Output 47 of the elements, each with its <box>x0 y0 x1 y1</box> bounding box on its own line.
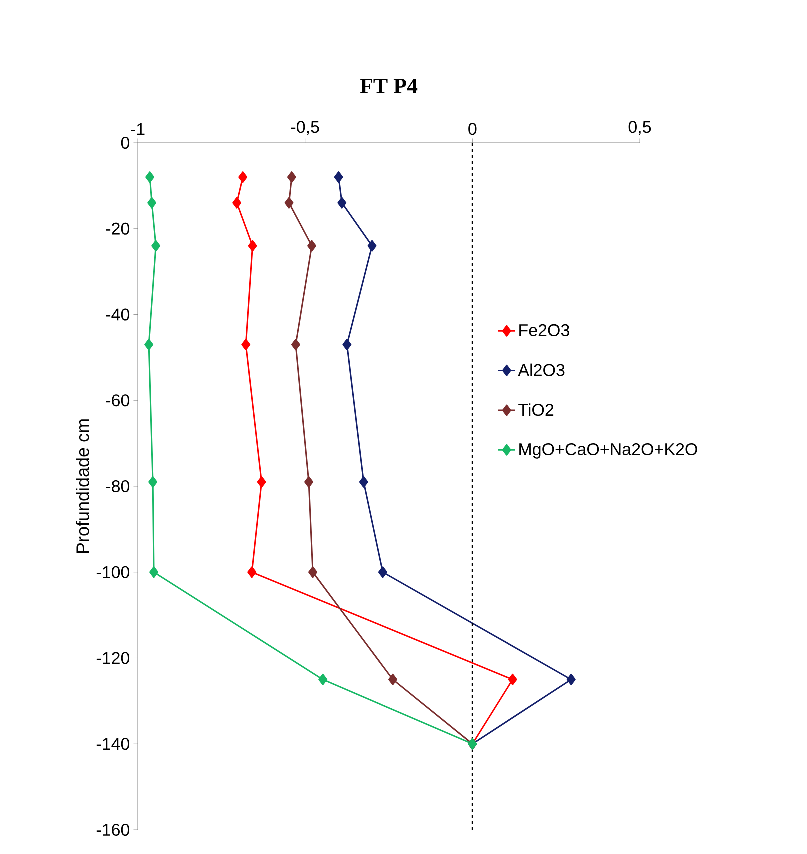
point <box>257 476 266 488</box>
point <box>308 566 318 578</box>
y-tick-label: -40 <box>106 308 130 321</box>
point <box>359 476 368 488</box>
x-tick-label: -1 <box>131 123 145 136</box>
y-tick-label: -80 <box>106 480 130 493</box>
point <box>378 566 388 578</box>
point <box>144 339 154 351</box>
legend-label: Fe2O3 <box>520 324 570 336</box>
y-tick-label: -140 <box>96 738 130 750</box>
point <box>368 240 377 252</box>
point <box>248 240 258 252</box>
point <box>388 674 398 686</box>
y-tick-label: -60 <box>106 394 130 407</box>
point <box>238 172 248 184</box>
x-tick-label: 0,5 <box>628 121 652 136</box>
point <box>148 476 158 488</box>
chart-title: FT P4 <box>360 78 418 94</box>
point <box>150 566 159 578</box>
point <box>308 240 317 252</box>
legend-label: MgO+CaO+Na2O+K2O <box>520 443 698 459</box>
point <box>304 476 314 488</box>
x-tick-label: -0,5 <box>291 121 320 136</box>
point <box>342 339 352 351</box>
point <box>287 172 296 184</box>
y-tick-label: 0 <box>121 136 130 150</box>
point <box>284 197 294 209</box>
point <box>232 197 242 209</box>
point <box>508 674 518 686</box>
y-tick-label: -100 <box>96 566 130 578</box>
y-axis-title: Profundidade cm <box>76 420 90 554</box>
y-tick-label: -120 <box>96 652 130 664</box>
point <box>334 172 344 184</box>
point <box>152 240 161 252</box>
point <box>291 339 300 351</box>
x-tick-label: 0 <box>468 123 477 136</box>
point <box>566 674 576 686</box>
point <box>148 197 157 209</box>
point <box>338 197 347 209</box>
y-tick-label: -160 <box>96 824 130 836</box>
point <box>146 172 155 184</box>
legend-label: TiO2 <box>518 404 554 416</box>
point <box>318 674 328 686</box>
point <box>248 566 257 578</box>
legend-label: Al2O3 <box>518 364 565 376</box>
point <box>242 339 251 351</box>
y-tick-label: -20 <box>106 222 130 235</box>
